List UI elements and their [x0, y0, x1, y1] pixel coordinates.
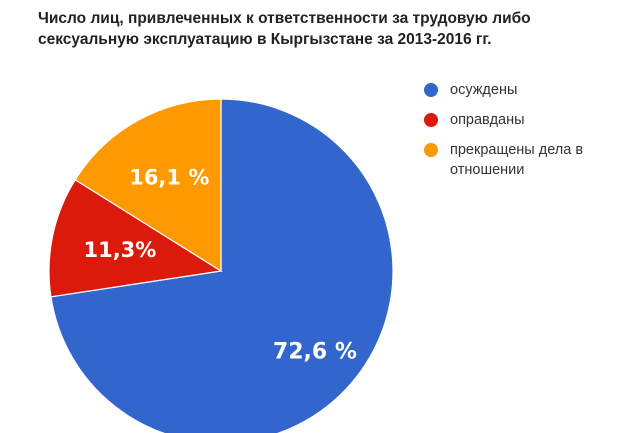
pie-data-labels: 72,6 % 11,3% 16,1 %	[83, 166, 356, 365]
chart-title: Число лиц, привлеченных к ответственност…	[38, 8, 628, 50]
legend-label-dismissed: прекращены дела в отношении	[450, 142, 584, 178]
legend-item-dismissed[interactable]: прекращены дела в отношении	[424, 140, 634, 180]
slice-convicted[interactable]	[50, 98, 394, 433]
legend-label-acquitted: оправданы	[450, 112, 525, 128]
chart-title-line-1: Число лиц, привлеченных к ответственност…	[38, 10, 531, 27]
legend-item-convicted[interactable]: осуждены	[424, 80, 634, 100]
label-dismissed: 16,1 %	[129, 166, 209, 190]
legend: осуждены оправданы прекращены дела в отн…	[424, 80, 634, 190]
legend-swatch-dismissed	[424, 143, 438, 157]
legend-label-convicted: осуждены	[450, 82, 518, 98]
pie-slices	[48, 98, 394, 433]
slice-acquitted[interactable]	[48, 178, 223, 298]
slice-dismissed[interactable]	[74, 98, 222, 273]
legend-item-acquitted[interactable]: оправданы	[424, 110, 634, 130]
chart-title-line-2: сексуальную эксплуатацию в Кыргызстане з…	[38, 31, 492, 48]
label-convicted: 72,6 %	[273, 340, 357, 365]
legend-swatch-acquitted	[424, 113, 438, 127]
label-acquitted: 11,3%	[83, 238, 156, 262]
legend-swatch-convicted	[424, 83, 438, 97]
